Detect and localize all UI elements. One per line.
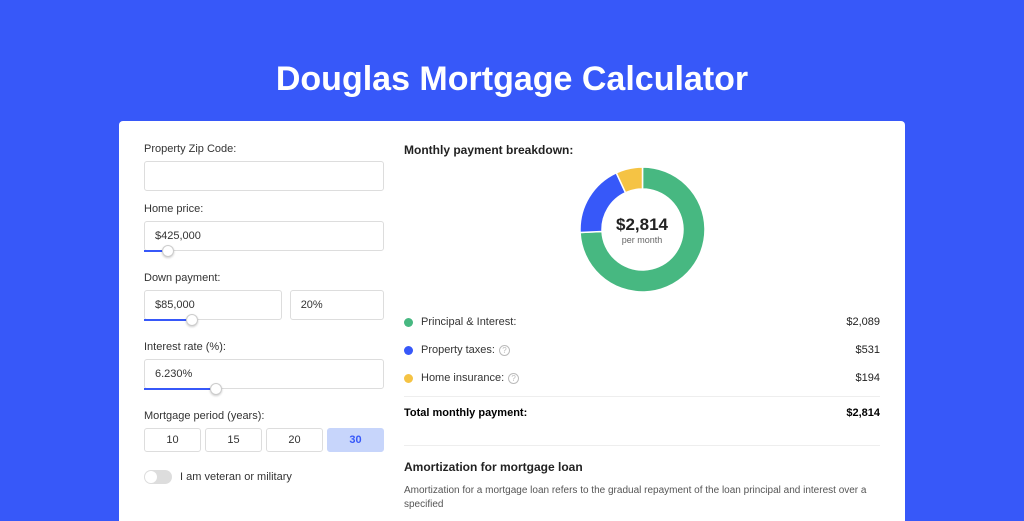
down-payment-amount-input[interactable]: [144, 290, 282, 320]
interest-slider[interactable]: [144, 388, 384, 398]
home-price-label: Home price:: [144, 203, 384, 215]
amortization-heading: Amortization for mortgage loan: [404, 460, 880, 474]
breakdown-heading: Monthly payment breakdown:: [404, 143, 880, 157]
period-option-10[interactable]: 10: [144, 428, 201, 452]
total-value: $2,814: [846, 407, 880, 419]
legend-value: $531: [856, 344, 880, 356]
help-icon[interactable]: ?: [508, 373, 519, 384]
amortization-block: Amortization for mortgage loan Amortizat…: [404, 445, 880, 512]
breakdown-column: Monthly payment breakdown: $2,814 per mo…: [404, 143, 880, 499]
total-row: Total monthly payment: $2,814: [404, 396, 880, 429]
legend-dot: [404, 374, 413, 383]
period-option-15[interactable]: 15: [205, 428, 262, 452]
toggle-knob: [145, 471, 157, 483]
legend-value: $2,089: [846, 316, 880, 328]
period-options: 10152030: [144, 428, 384, 452]
legend-row: Property taxes: ?$531: [404, 336, 880, 364]
period-option-30[interactable]: 30: [327, 428, 384, 452]
period-option-20[interactable]: 20: [266, 428, 323, 452]
period-label: Mortgage period (years):: [144, 410, 384, 422]
legend-dot: [404, 318, 413, 327]
legend-value: $194: [856, 372, 880, 384]
legend-row: Home insurance: ?$194: [404, 364, 880, 392]
inputs-column: Property Zip Code: Home price: Down paym…: [144, 143, 384, 499]
legend-label: Principal & Interest:: [421, 316, 846, 328]
home-price-slider[interactable]: [144, 250, 384, 260]
veteran-label: I am veteran or military: [180, 471, 292, 483]
amortization-text: Amortization for a mortgage loan refers …: [404, 484, 880, 512]
legend-label: Property taxes: ?: [421, 344, 856, 356]
zip-label: Property Zip Code:: [144, 143, 384, 155]
donut-amount: $2,814: [616, 215, 668, 235]
down-payment-percent-input[interactable]: [290, 290, 384, 320]
veteran-toggle[interactable]: [144, 470, 172, 484]
zip-input[interactable]: [144, 161, 384, 191]
donut-per-month: per month: [616, 235, 668, 245]
interest-input[interactable]: [144, 359, 384, 389]
legend-dot: [404, 346, 413, 355]
help-icon[interactable]: ?: [499, 345, 510, 356]
down-payment-slider[interactable]: [144, 319, 384, 329]
total-label: Total monthly payment:: [404, 407, 846, 419]
donut-chart: $2,814 per month: [404, 167, 880, 292]
veteran-row: I am veteran or military: [144, 470, 384, 484]
home-price-input[interactable]: [144, 221, 384, 251]
page-title: Douglas Mortgage Calculator: [0, 60, 1024, 99]
legend-row: Principal & Interest:$2,089: [404, 308, 880, 336]
donut-center: $2,814 per month: [616, 215, 668, 245]
down-payment-label: Down payment:: [144, 272, 384, 284]
interest-label: Interest rate (%):: [144, 341, 384, 353]
legend-label: Home insurance: ?: [421, 372, 856, 384]
calculator-card: Property Zip Code: Home price: Down paym…: [119, 121, 905, 521]
legend: Principal & Interest:$2,089Property taxe…: [404, 308, 880, 392]
